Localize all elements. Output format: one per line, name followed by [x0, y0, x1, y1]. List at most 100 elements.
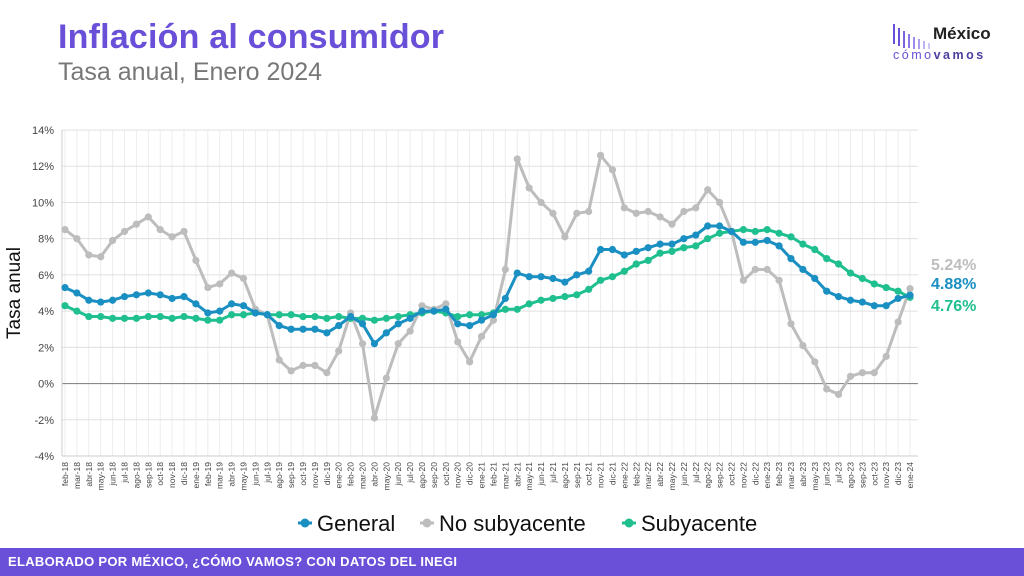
x-tick-label: may-19: [239, 462, 249, 491]
data-point: [573, 271, 581, 279]
data-point: [906, 285, 914, 293]
data-point: [85, 312, 93, 321]
data-point: [204, 316, 212, 324]
data-point: [442, 300, 450, 308]
x-tick-label: ene-22: [619, 462, 629, 489]
data-point: [632, 260, 640, 268]
data-point: [823, 385, 831, 393]
data-point: [894, 294, 902, 303]
x-tick-label: oct-20: [441, 462, 451, 486]
data-point: [573, 291, 581, 299]
data-point: [239, 274, 248, 283]
data-point: [311, 312, 319, 321]
data-point: [882, 283, 890, 292]
data-point: [418, 307, 426, 315]
data-point: [263, 311, 271, 319]
x-tick-label: nov-18: [167, 462, 177, 488]
data-point: [477, 311, 486, 319]
data-point: [525, 300, 533, 308]
y-tick-label: -4%: [34, 451, 54, 463]
data-point: [85, 296, 93, 304]
data-point: [358, 320, 367, 328]
data-point: [811, 245, 819, 254]
data-point: [192, 256, 200, 264]
x-tick-label: mar-22: [643, 462, 653, 489]
data-point: [680, 235, 688, 243]
x-tick-label: nov-20: [453, 462, 463, 488]
data-point: [287, 325, 295, 333]
x-tick-label: jul-18: [120, 462, 130, 484]
x-tick-label: ene-21: [477, 462, 487, 489]
data-point: [180, 293, 188, 301]
legend-label: Subyacente: [641, 511, 757, 536]
data-point: [370, 340, 379, 348]
x-tick-label: jul-23: [834, 462, 844, 484]
x-tick-label: sep-18: [143, 462, 153, 488]
x-tick-label: mar-23: [786, 462, 796, 489]
data-point: [811, 274, 819, 283]
data-point: [775, 242, 783, 250]
data-point: [61, 283, 69, 292]
x-tick-label: may-22: [667, 462, 677, 491]
x-tick-label: jul-22: [691, 462, 701, 484]
logo-word: México: [933, 24, 991, 43]
x-tick-label: nov-22: [738, 462, 748, 488]
x-tick-label: sep-19: [286, 462, 296, 488]
data-point: [239, 302, 248, 310]
data-point: [73, 307, 81, 315]
data-point: [656, 213, 664, 221]
mexico-como-vamos-logo: México cómovamos: [893, 22, 1013, 82]
data-point: [763, 236, 771, 245]
data-point: [537, 273, 545, 281]
data-point: [180, 312, 188, 321]
data-point: [644, 244, 652, 252]
data-point: [870, 280, 878, 288]
x-tick-label: may-18: [96, 462, 106, 491]
x-tick-label: jul-20: [405, 462, 415, 484]
x-tick-label: oct-23: [869, 462, 879, 486]
data-point: [704, 186, 712, 194]
data-point: [608, 166, 617, 174]
logo-sub-bold: vamos: [933, 48, 986, 62]
x-tick-label: sep-20: [429, 462, 439, 488]
x-tick-label: nov-19: [310, 462, 320, 488]
y-tick-label: -2%: [34, 415, 54, 427]
data-point: [692, 231, 700, 239]
data-point: [489, 311, 498, 319]
data-point: [358, 340, 367, 348]
data-point: [632, 209, 640, 217]
x-tick-label: dic-23: [893, 462, 903, 485]
data-point: [561, 293, 569, 301]
data-point: [216, 280, 224, 288]
data-point: [180, 227, 188, 236]
x-tick-label: dic-22: [750, 462, 760, 485]
data-point: [97, 312, 105, 321]
x-tick-label: may-21: [524, 462, 534, 491]
data-point: [799, 341, 807, 350]
x-tick-label: feb-23: [774, 462, 784, 486]
x-tick-label: ago-18: [131, 462, 141, 489]
data-point: [466, 358, 474, 366]
data-point: [477, 332, 486, 341]
data-point: [715, 198, 724, 207]
x-tick-label: feb-21: [488, 462, 498, 486]
data-point: [144, 213, 152, 221]
data-point: [870, 302, 878, 310]
data-point: [561, 278, 569, 286]
x-tick-label: oct-21: [584, 462, 594, 486]
data-point: [430, 307, 438, 315]
data-point: [549, 274, 557, 283]
x-tick-label: ene-20: [334, 462, 344, 489]
data-point: [323, 369, 331, 377]
x-tick-label: sep-21: [572, 462, 582, 488]
data-point: [228, 269, 236, 277]
x-tick-label: ene-19: [191, 462, 201, 489]
data-point: [299, 312, 307, 321]
data-point: [799, 265, 807, 274]
data-point: [120, 293, 129, 301]
x-tick-label: sep-23: [857, 462, 867, 488]
data-point: [870, 369, 878, 377]
data-point: [132, 291, 141, 299]
data-point: [823, 254, 831, 263]
x-tick-label: abr-21: [512, 462, 522, 487]
